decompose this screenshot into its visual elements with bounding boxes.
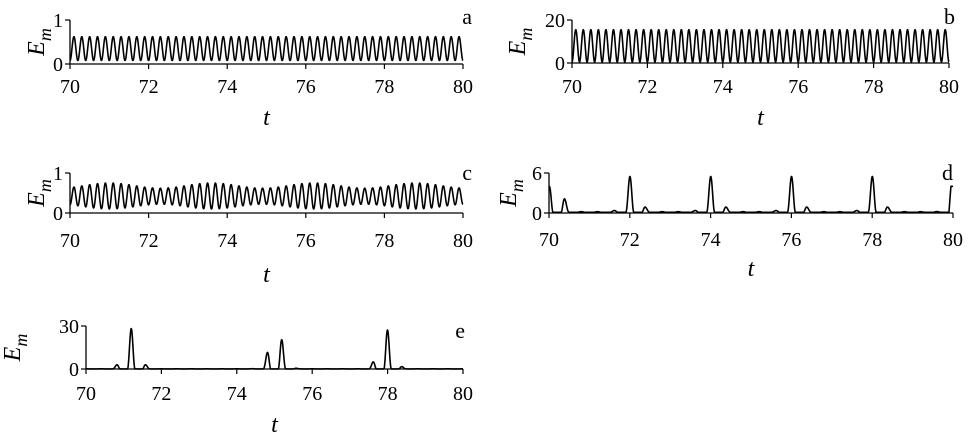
y-tick-label: 0 [69, 359, 79, 381]
y-axis-label: Em [0, 334, 31, 363]
x-tick-label: 74 [217, 76, 237, 98]
panel-label: b [944, 4, 955, 29]
x-tick-label: 76 [296, 230, 316, 252]
x-tick-label: 78 [374, 76, 394, 98]
y-axis-label-main: E [496, 192, 522, 208]
panel-c: 70 72 74 76 78 80 0 1Em t c [24, 160, 473, 288]
y-tick-label: 1 [53, 163, 63, 185]
x-tick-label: 80 [453, 230, 473, 252]
x-tick-label: 74 [227, 383, 247, 405]
x-axis-label: t [263, 105, 271, 131]
panel-a: 70 72 74 76 78 80 0 1Em t a [24, 4, 473, 131]
x-tick-label: 72 [151, 383, 171, 405]
panel-b: 70 72 74 76 78 80 0 20 Em t b [505, 4, 959, 131]
y-axis-label-sub: m [35, 179, 55, 192]
x-tick-label: 78 [864, 76, 884, 98]
panel-e: 70 72 74 76 78 80 0 30 Em t e [0, 316, 473, 436]
x-tick-label: 74 [701, 229, 721, 251]
x-tick-label: 72 [620, 229, 640, 251]
y-tick-label: 6 [532, 163, 542, 185]
x-tick-label: 76 [788, 76, 808, 98]
x-axis-label: t [271, 412, 279, 436]
series-line-c [69, 182, 464, 210]
x-tick-label: 72 [637, 76, 657, 98]
y-tick-label: 1 [53, 10, 63, 32]
y-axis-label-main: E [0, 346, 26, 362]
panel-label: d [942, 160, 953, 185]
x-axis-label: t [263, 262, 271, 288]
panel-label: e [455, 318, 465, 343]
x-tick-label: 70 [60, 76, 80, 98]
x-tick-label: 72 [139, 76, 159, 98]
y-tick-label: 20 [545, 10, 565, 32]
y-tick-label: 0 [555, 53, 565, 75]
series-line-b [571, 28, 950, 63]
x-tick-label: 70 [76, 383, 96, 405]
x-tick-label: 80 [939, 76, 959, 98]
y-tick-label: 0 [53, 203, 63, 225]
x-tick-label: 80 [453, 76, 473, 98]
x-tick-label: 80 [943, 229, 963, 251]
x-tick-label: 70 [562, 76, 582, 98]
y-axis-label-main: E [505, 40, 531, 56]
x-tick-label: 76 [781, 229, 801, 251]
panel-label: c [462, 160, 472, 185]
y-axis-label: Em [24, 179, 55, 208]
x-tick-label: 78 [378, 383, 398, 405]
panel-label: a [462, 4, 472, 29]
x-axis-label: t [748, 256, 756, 282]
x-tick-label: 74 [217, 230, 237, 252]
y-axis-label-main: E [24, 192, 50, 208]
y-axis-label-sub: m [35, 28, 55, 41]
series-line-a [69, 35, 464, 62]
x-tick-label: 72 [139, 230, 159, 252]
y-axis-label-sub: m [507, 179, 527, 192]
y-tick-label: 30 [59, 316, 79, 338]
x-axis-label: t [757, 105, 765, 131]
y-tick-label: 0 [532, 203, 542, 225]
series-line-e [85, 327, 464, 370]
panel-d: 70 72 74 76 78 80 0 6Em t d [496, 160, 963, 282]
y-axis-label: Em [505, 28, 536, 57]
x-tick-label: 76 [296, 76, 316, 98]
y-axis-label-sub: m [516, 28, 536, 41]
y-axis-label: Em [24, 28, 55, 57]
y-tick-label: 0 [53, 54, 63, 76]
y-axis-label: Em [496, 179, 527, 208]
y-axis-label-sub: m [11, 334, 31, 347]
x-tick-label: 74 [713, 76, 733, 98]
y-axis-label-main: E [24, 41, 50, 57]
x-tick-label: 70 [60, 230, 80, 252]
x-tick-label: 78 [374, 230, 394, 252]
x-tick-label: 70 [539, 229, 559, 251]
series-line-d [548, 175, 954, 214]
x-tick-label: 80 [453, 383, 473, 405]
x-tick-label: 76 [302, 383, 322, 405]
x-tick-label: 78 [862, 229, 882, 251]
